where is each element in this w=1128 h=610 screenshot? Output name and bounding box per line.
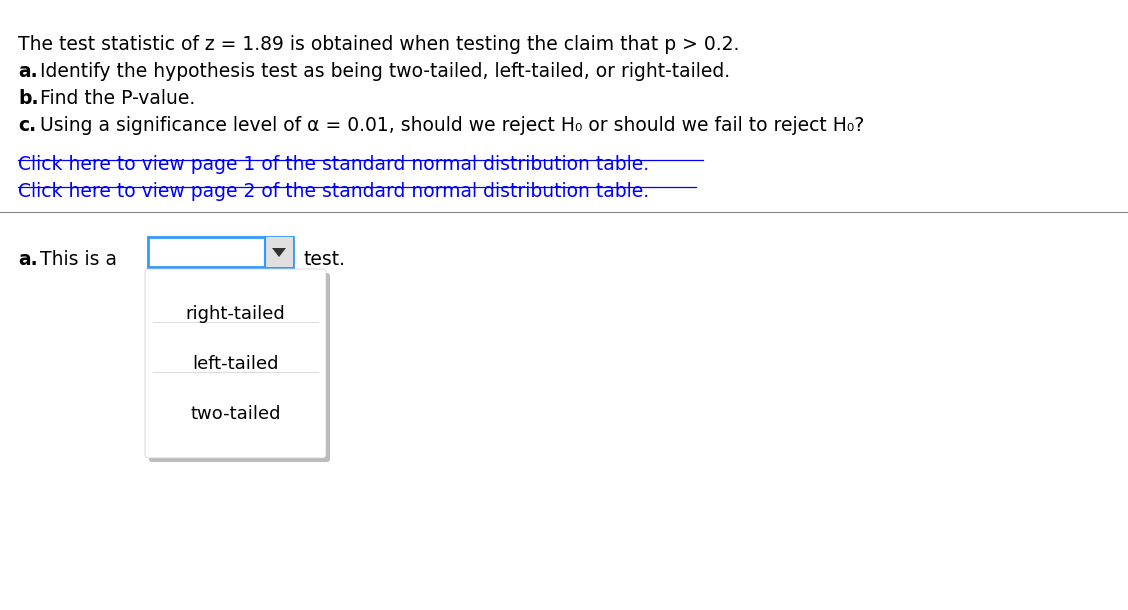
Text: a.: a. bbox=[18, 250, 37, 269]
Text: Using a significance level of α = 0.01, should we reject H₀ or should we fail to: Using a significance level of α = 0.01, … bbox=[34, 116, 864, 135]
FancyBboxPatch shape bbox=[148, 237, 293, 267]
FancyBboxPatch shape bbox=[149, 273, 331, 462]
Text: left-tailed: left-tailed bbox=[192, 355, 279, 373]
Text: Click here to view page 1 of the standard normal distribution table.: Click here to view page 1 of the standar… bbox=[18, 155, 649, 174]
Text: test.: test. bbox=[303, 250, 345, 269]
Text: c.: c. bbox=[18, 116, 36, 135]
Text: b.: b. bbox=[18, 89, 38, 108]
Text: right-tailed: right-tailed bbox=[186, 305, 285, 323]
FancyBboxPatch shape bbox=[265, 237, 293, 267]
FancyBboxPatch shape bbox=[146, 269, 326, 458]
Text: Click here to view page 2 of the standard normal distribution table.: Click here to view page 2 of the standar… bbox=[18, 182, 649, 201]
Text: a.: a. bbox=[18, 62, 37, 81]
Text: two-tailed: two-tailed bbox=[191, 405, 281, 423]
Text: Find the P-value.: Find the P-value. bbox=[34, 89, 195, 108]
Text: The test statistic of z = 1.89 is obtained when testing the claim that p > 0.2.: The test statistic of z = 1.89 is obtain… bbox=[18, 35, 739, 54]
Text: Identify the hypothesis test as being two-tailed, left-tailed, or right-tailed.: Identify the hypothesis test as being tw… bbox=[34, 62, 730, 81]
Text: This is a: This is a bbox=[34, 250, 117, 269]
Polygon shape bbox=[272, 248, 287, 257]
